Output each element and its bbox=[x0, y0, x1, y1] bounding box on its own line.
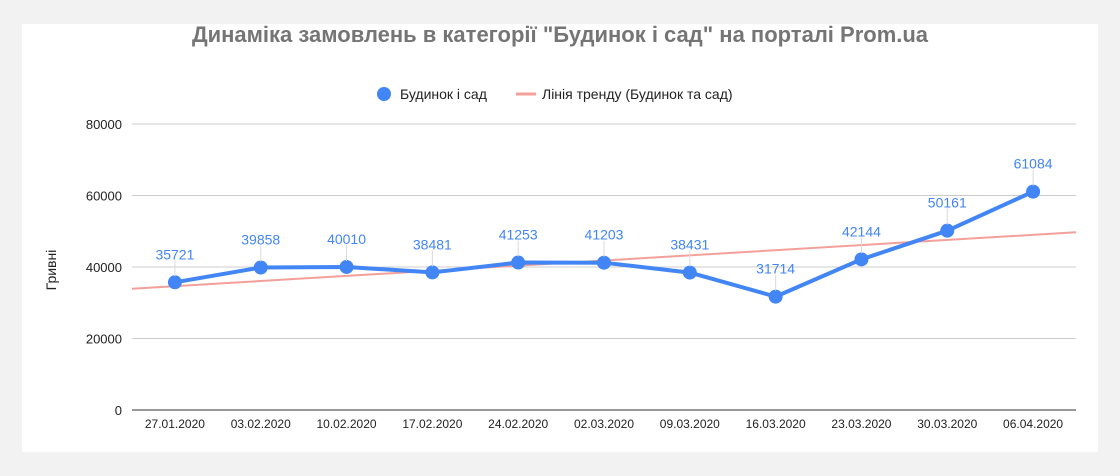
x-tick-label: 10.02.2020 bbox=[317, 417, 377, 431]
data-label: 38481 bbox=[413, 236, 452, 252]
y-tick-label: 0 bbox=[115, 403, 122, 418]
data-label: 41253 bbox=[499, 227, 538, 243]
legend-label-series: Будинок і сад bbox=[400, 86, 487, 102]
data-label: 40010 bbox=[327, 231, 366, 247]
y-axis-label: Гривні bbox=[43, 250, 59, 291]
x-tick-label: 16.03.2020 bbox=[746, 417, 806, 431]
x-axis-ticks: 27.01.2020 03.02.2020 10.02.2020 17.02.2020… bbox=[145, 417, 1064, 431]
data-label: 38431 bbox=[670, 237, 709, 253]
series-layer bbox=[167, 184, 1041, 304]
data-label: 42144 bbox=[842, 223, 881, 239]
data-point bbox=[1026, 184, 1041, 199]
data-label: 61084 bbox=[1014, 156, 1053, 172]
legend-marker-series bbox=[377, 87, 391, 101]
y-tick-label: 40000 bbox=[86, 260, 122, 275]
data-label: 50161 bbox=[928, 195, 967, 211]
data-point bbox=[597, 255, 611, 270]
x-tick-label: 24.02.2020 bbox=[488, 417, 548, 431]
x-tick-label: 23.03.2020 bbox=[831, 417, 891, 431]
x-tick-label: 02.03.2020 bbox=[574, 417, 634, 431]
y-tick-label: 80000 bbox=[86, 117, 122, 132]
data-point bbox=[768, 289, 783, 304]
y-tick-label: 20000 bbox=[86, 332, 122, 347]
data-label: 39858 bbox=[241, 232, 280, 248]
data-point bbox=[253, 260, 268, 275]
y-tick-label: 60000 bbox=[86, 189, 122, 204]
data-label: 35721 bbox=[155, 246, 194, 262]
data-point bbox=[854, 252, 869, 267]
data-labels: 35721 39858 40010 38481 41253 41203 38431 31714… bbox=[155, 156, 1053, 291]
data-point bbox=[339, 259, 354, 274]
legend-label-trendline: Лінія тренду (Будинок та сад) bbox=[542, 86, 733, 102]
y-axis-ticks: 0 20000 40000 60000 80000 bbox=[86, 117, 122, 418]
data-point bbox=[167, 275, 182, 290]
x-tick-label: 03.02.2020 bbox=[231, 417, 291, 431]
x-tick-label: 27.01.2020 bbox=[145, 417, 205, 431]
x-tick-label: 30.03.2020 bbox=[917, 417, 977, 431]
data-label: 31714 bbox=[756, 261, 795, 277]
x-tick-label: 17.02.2020 bbox=[402, 417, 462, 431]
data-point bbox=[511, 255, 526, 270]
data-point bbox=[940, 223, 955, 238]
legend: Будинок і сад Лінія тренду (Будинок та са… bbox=[377, 86, 733, 102]
chart-title: Динаміка замовлень в категорії "Будинок … bbox=[191, 22, 929, 47]
data-point bbox=[682, 265, 697, 280]
data-point bbox=[425, 265, 440, 280]
chart-card bbox=[22, 24, 1098, 452]
x-tick-label: 06.04.2020 bbox=[1003, 417, 1063, 431]
data-label: 41203 bbox=[585, 227, 624, 243]
x-tick-label: 09.03.2020 bbox=[660, 417, 720, 431]
